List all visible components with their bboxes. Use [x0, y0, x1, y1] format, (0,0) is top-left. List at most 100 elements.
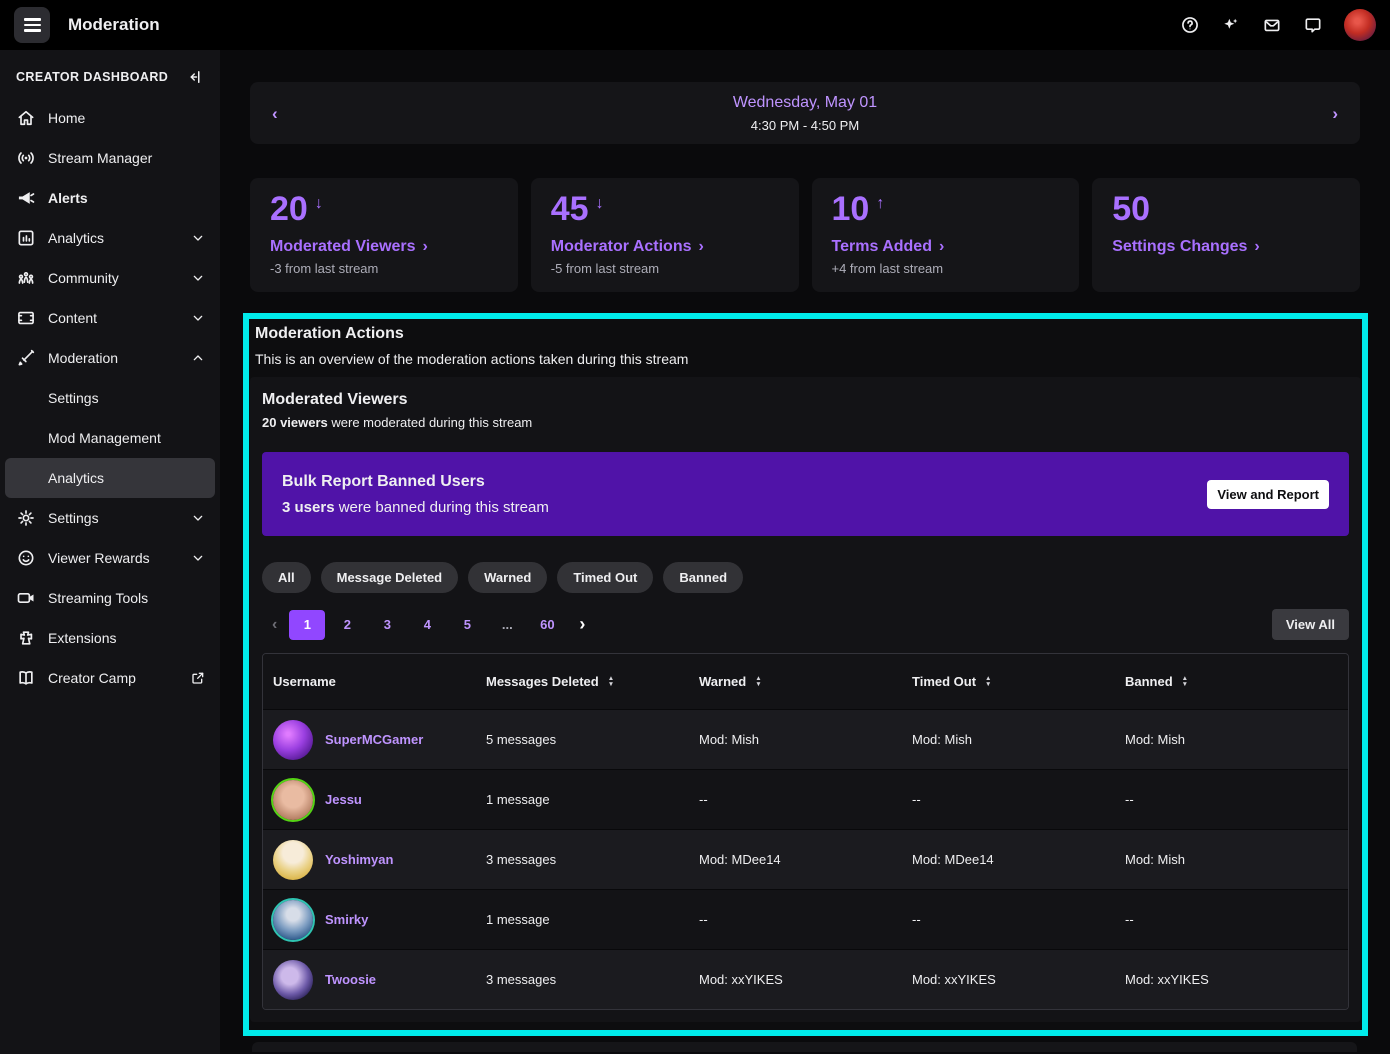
sidebar-item-community[interactable]: Community	[0, 258, 220, 298]
sidebar-item-label: Mod Management	[48, 430, 161, 446]
sidebar-item-extensions[interactable]: Extensions	[0, 618, 220, 658]
sidebar-item-label: Content	[48, 310, 98, 326]
filter-chip-all[interactable]: All	[262, 562, 311, 593]
chevron-right-icon: ›	[938, 237, 945, 255]
sort-icon[interactable]: ▲ ▼	[985, 674, 992, 688]
username-link[interactable]: Smirky	[325, 912, 369, 927]
sort-icon[interactable]: ▲ ▼	[1181, 674, 1189, 688]
table-row: Twoosie 3 messages Mod: xxYIKES Mod: xxY…	[263, 949, 1348, 1009]
sidebar-subitem-analytics[interactable]: Analytics	[5, 458, 215, 498]
sidebar-item-analytics[interactable]: Analytics	[0, 218, 220, 258]
moderated-viewers-table: Username Messages Deleted ▲ ▼ Warned ▲ ▼ T…	[262, 653, 1349, 1010]
sidebar-item-settings[interactable]: Settings	[0, 498, 220, 538]
stream-time-range: 4:30 PM - 4:50 PM	[750, 117, 860, 133]
panel-stat-text: were moderated during this stream	[327, 415, 533, 430]
home-icon	[16, 108, 38, 128]
broadcast-icon	[16, 148, 38, 168]
gear-icon	[16, 508, 38, 528]
sidebar-item-label: Settings	[48, 510, 99, 526]
page-button-3[interactable]: 3	[383, 617, 391, 632]
sidebar-subitem-settings[interactable]: Settings	[0, 378, 220, 418]
filter-chip-warned[interactable]: Warned	[468, 562, 548, 593]
stat-value: 10	[831, 190, 870, 228]
avatar[interactable]	[1344, 9, 1376, 41]
panel-title: Moderated Viewers	[262, 391, 408, 408]
timed-out-cell: Mod: Mish	[912, 732, 972, 747]
next-page-icon[interactable]: ›	[579, 614, 586, 634]
sidebar-item-label: Community	[48, 270, 119, 286]
sparkle-icon[interactable]	[1221, 15, 1241, 35]
filter-chip-banned[interactable]: Banned	[663, 562, 744, 593]
stat-card-settings-changes: 50 Settings Changes ›	[1092, 178, 1360, 292]
username-link[interactable]: Jessu	[325, 792, 362, 807]
sidebar-nav: Home Stream Manager Alerts Analytics Com…	[0, 98, 220, 698]
column-header-warned: Warned ▲ ▼	[699, 674, 762, 689]
filter-chip-message-deleted[interactable]: Message Deleted	[320, 562, 459, 593]
username-link[interactable]: Yoshimyan	[325, 852, 394, 867]
avatar	[273, 959, 313, 1000]
page-button-2[interactable]: 2	[343, 617, 351, 632]
stat-delta: -5 from last stream	[550, 260, 660, 276]
stat-link[interactable]: Terms Added ›	[832, 238, 1060, 256]
sidebar-item-stream-manager[interactable]: Stream Manager	[0, 138, 220, 178]
page-button-1[interactable]: 1	[289, 609, 326, 640]
username-link[interactable]: SuperMCGamer	[325, 732, 424, 747]
stat-link[interactable]: Moderator Actions ›	[551, 238, 779, 256]
username-link[interactable]: Twoosie	[325, 972, 377, 987]
view-and-report-button[interactable]: View and Report	[1207, 479, 1329, 509]
username-cell: Smirky	[273, 899, 486, 940]
warned-cell: --	[699, 792, 708, 807]
stat-link[interactable]: Settings Changes ›	[1112, 238, 1340, 256]
camera-icon	[16, 588, 38, 608]
sidebar-item-label: Stream Manager	[48, 150, 153, 166]
sidebar-item-label: Streaming Tools	[48, 590, 149, 606]
banned-cell: Mod: Mish	[1125, 852, 1185, 867]
page-buttons: 1 2 3 4 5... 60	[287, 609, 567, 640]
puzzle-icon	[16, 628, 38, 648]
sidebar-item-alerts[interactable]: Alerts	[0, 178, 220, 218]
menu-icon[interactable]	[14, 7, 50, 43]
section-title: Moderation Actions	[255, 325, 404, 342]
prev-page-icon[interactable]: ‹	[272, 615, 278, 633]
megaphone-icon	[16, 188, 38, 208]
top-bar: Moderation	[0, 0, 1390, 50]
messages-deleted-cell: 1 message	[486, 792, 550, 807]
page-button-60[interactable]: 60	[540, 617, 555, 632]
sidebar-subitem-mod-management[interactable]: Mod Management	[0, 418, 220, 458]
column-header-banned: Banned ▲ ▼	[1125, 674, 1189, 689]
sort-icon[interactable]: ▲ ▼	[755, 674, 762, 688]
help-icon[interactable]	[1180, 15, 1200, 35]
prev-stream-icon[interactable]: ‹	[272, 103, 278, 123]
main-content: ‹ Wednesday, May 01 4:30 PM - 4:50 PM › …	[220, 50, 1390, 1054]
banned-cell: Mod: Mish	[1125, 732, 1185, 747]
table-body: SuperMCGamer 5 messages Mod: Mish Mod: M…	[263, 709, 1348, 1009]
stat-label: Moderator Actions	[550, 237, 692, 255]
stat-value: 45	[550, 190, 589, 228]
trend-down-icon: ↓	[314, 195, 323, 212]
sidebar-item-home[interactable]: Home	[0, 98, 220, 138]
filter-chip-timed-out[interactable]: Timed Out	[557, 562, 654, 593]
chat-icon[interactable]	[1303, 15, 1323, 35]
chevron-down-icon	[190, 510, 206, 526]
sidebar-item-viewer-rewards[interactable]: Viewer Rewards	[0, 538, 220, 578]
page-button-5[interactable]: 5	[463, 617, 471, 632]
inbox-icon[interactable]	[1262, 15, 1282, 35]
page-button-4[interactable]: 4	[423, 617, 431, 632]
topbar-actions	[1180, 9, 1376, 41]
next-stream-icon[interactable]: ›	[1332, 103, 1338, 123]
timed-out-cell: --	[912, 912, 921, 927]
stat-link[interactable]: Moderated Viewers ›	[270, 238, 498, 256]
sidebar-item-moderation[interactable]: Moderation	[0, 338, 220, 378]
book-icon	[16, 668, 38, 688]
view-all-button[interactable]: View All	[1271, 609, 1349, 640]
stream-date: Wednesday, May 01	[732, 93, 878, 111]
sort-icon[interactable]: ▲ ▼	[607, 674, 615, 688]
sidebar-item-streaming-tools[interactable]: Streaming Tools	[0, 578, 220, 618]
banned-cell: --	[1125, 912, 1134, 927]
warned-cell: Mod: xxYIKES	[699, 972, 783, 987]
stat-value: 20	[270, 190, 308, 228]
collapse-sidebar-icon[interactable]	[186, 68, 204, 86]
warned-cell: --	[699, 912, 708, 927]
sidebar-item-creator-camp[interactable]: Creator Camp	[0, 658, 220, 698]
sidebar-item-content[interactable]: Content	[0, 298, 220, 338]
